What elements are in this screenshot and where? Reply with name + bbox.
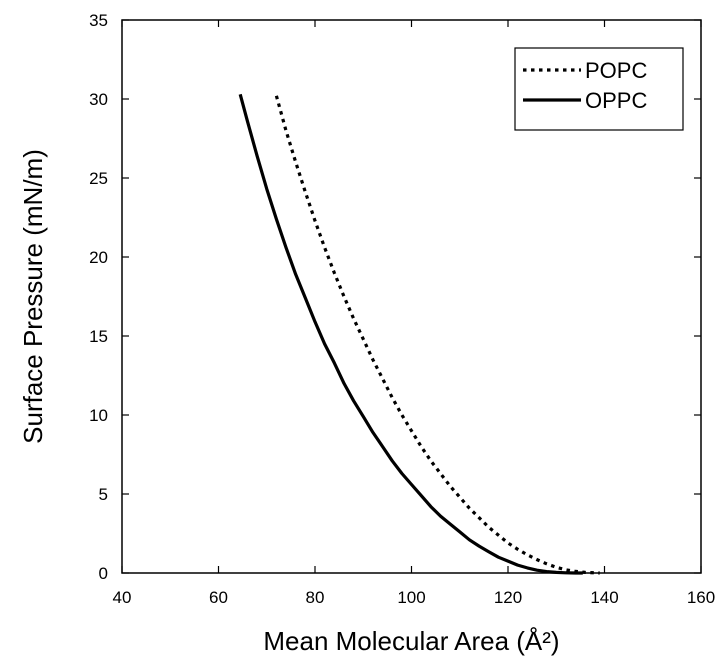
y-tick-label: 35 <box>89 11 108 30</box>
y-tick-label: 0 <box>99 564 108 583</box>
y-tick-label: 10 <box>89 406 108 425</box>
y-tick-label: 25 <box>89 169 108 188</box>
y-tick-label: 30 <box>89 90 108 109</box>
x-tick-label: 80 <box>306 588 325 607</box>
series-line-oppc <box>238 93 583 575</box>
x-tick-label: 140 <box>590 588 618 607</box>
legend-label-oppc: OPPC <box>585 88 647 113</box>
legend-box <box>514 47 684 131</box>
x-tick-label: 60 <box>209 588 228 607</box>
legend: POPC OPPC <box>514 47 684 131</box>
y-axis-title: Surface Pressure (mN/m) <box>18 149 48 444</box>
x-tick-label: 120 <box>494 588 522 607</box>
x-tick-label: 160 <box>687 588 715 607</box>
x-tick-label: 40 <box>113 588 132 607</box>
legend-label-popc: POPC <box>585 58 647 83</box>
x-axis-ticks: 40 60 80 100 120 140 160 <box>113 20 715 607</box>
x-tick-label: 100 <box>397 588 425 607</box>
y-tick-label: 20 <box>89 248 108 267</box>
y-tick-label: 5 <box>99 485 108 504</box>
y-axis-ticks: 0 5 10 15 20 25 30 35 <box>89 11 701 583</box>
x-axis-title: Mean Molecular Area (Å²) <box>263 626 559 656</box>
plot-frame <box>121 19 702 574</box>
plot-series <box>238 93 600 575</box>
series-line-popc <box>274 95 600 575</box>
y-tick-label: 15 <box>89 327 108 346</box>
